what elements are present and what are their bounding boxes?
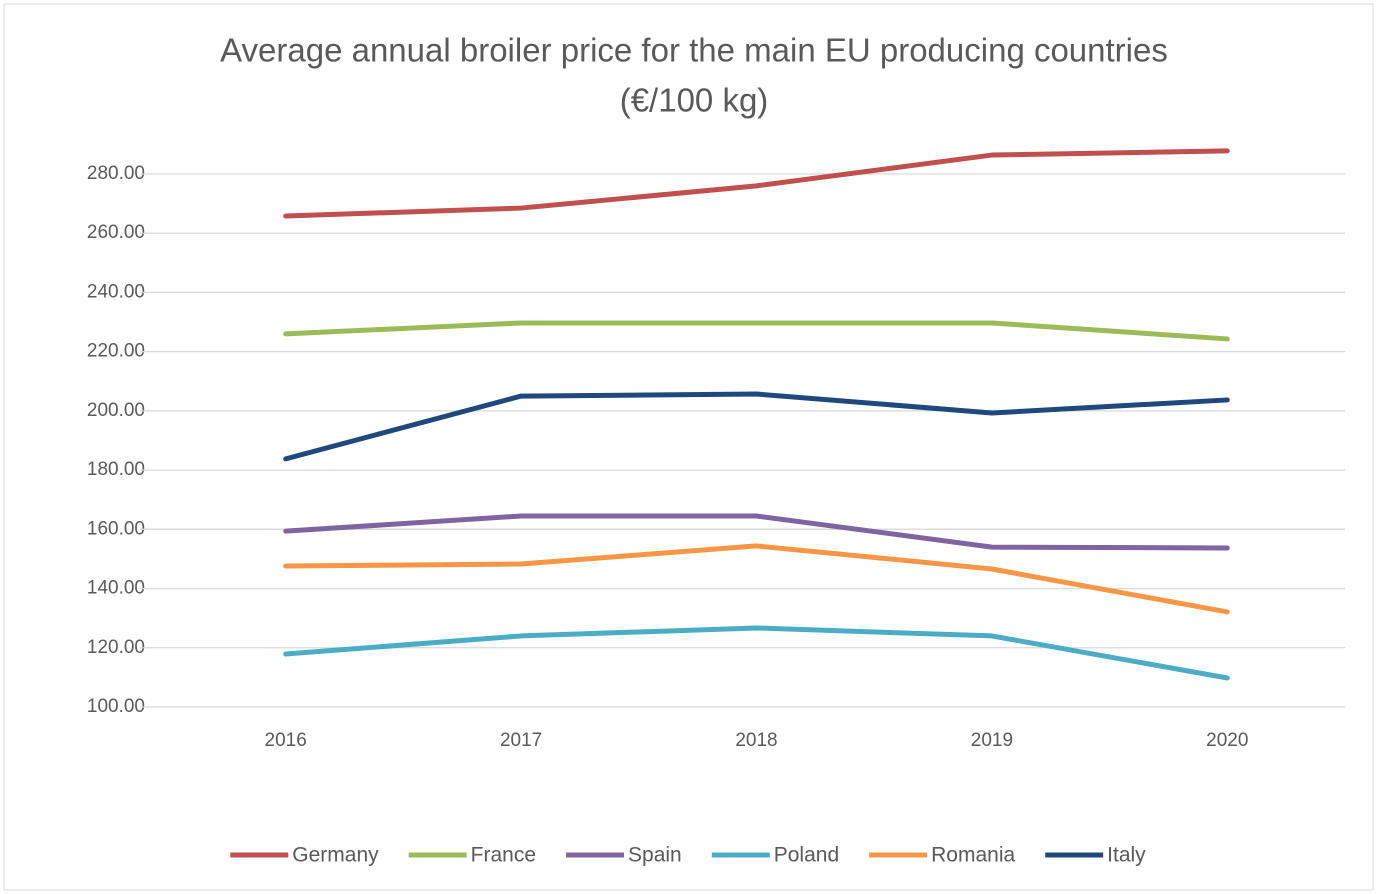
x-tick-label: 2017 — [500, 730, 542, 751]
y-tick-label: 280.00 — [87, 163, 145, 184]
chart-title: Average annual broiler price for the mai… — [220, 32, 1168, 69]
legend-label: Poland — [774, 844, 839, 867]
y-tick-label: 100.00 — [87, 696, 145, 717]
series-line — [283, 625, 1230, 681]
legend-label: France — [471, 844, 536, 867]
series-line — [283, 391, 1230, 462]
series-line — [283, 148, 1230, 219]
legend-label: Italy — [1107, 844, 1146, 867]
series-line — [283, 320, 1230, 342]
chart-border — [3, 3, 1374, 891]
chart-subtitle: (€/100 kg) — [620, 82, 769, 119]
y-tick-label: 160.00 — [87, 518, 145, 539]
x-tick-label: 2019 — [971, 730, 1013, 751]
series-line — [283, 543, 1230, 615]
legend-label: Germany — [292, 844, 379, 867]
y-tick-label: 180.00 — [87, 459, 145, 480]
y-tick-label: 200.00 — [87, 400, 145, 421]
y-tick-label: 260.00 — [87, 222, 145, 243]
x-tick-label: 2018 — [735, 730, 777, 751]
y-tick-label: 240.00 — [87, 281, 145, 302]
x-tick-label: 2016 — [265, 730, 307, 751]
legend-label: Spain — [628, 844, 682, 867]
series-line — [283, 513, 1230, 551]
y-tick-label: 140.00 — [87, 578, 145, 599]
x-tick-label: 2020 — [1206, 730, 1248, 751]
legend-label: Romania — [931, 844, 1015, 867]
y-tick-label: 120.00 — [87, 637, 145, 658]
y-tick-label: 220.00 — [87, 341, 145, 362]
